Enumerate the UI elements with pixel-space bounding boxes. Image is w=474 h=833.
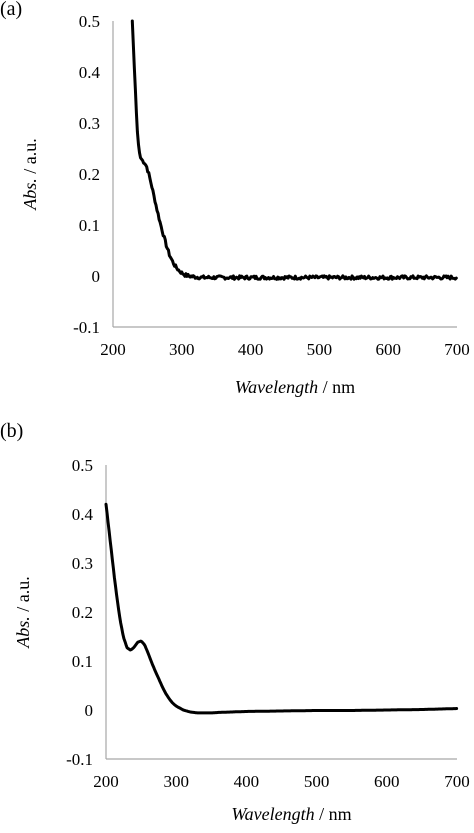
y-tick-label: 0: [92, 267, 101, 286]
x-tick-label: 400: [238, 340, 264, 359]
x-tick-label: 600: [374, 772, 400, 791]
x-axis-title: Wavelength / nm: [231, 804, 351, 824]
y-axis-title: Abs. / a.u.: [13, 576, 33, 649]
x-tick-label: 300: [163, 772, 189, 791]
y-tick-label: -0.1: [73, 318, 100, 337]
y-tick-label: 0.2: [79, 165, 100, 184]
absorbance-series-line: [130, 19, 458, 281]
x-tick-label: 200: [93, 772, 119, 791]
y-tick-label: 0.4: [79, 63, 101, 82]
y-tick-label: -0.1: [66, 750, 93, 769]
x-tick-label: 600: [375, 340, 401, 359]
y-axis-title: Abs. / a.u.: [20, 138, 40, 211]
y-tick-label: 0.4: [72, 505, 94, 524]
x-tick-label: 400: [234, 772, 260, 791]
panel-label: (a): [0, 0, 22, 20]
y-tick-label: 0.1: [79, 216, 100, 235]
y-tick-label: 0: [85, 701, 94, 720]
y-tick-label: 0.3: [72, 554, 93, 573]
absorbance-series-line: [104, 502, 459, 715]
x-axis-title: Wavelength / nm: [235, 377, 355, 397]
x-tick-label: 700: [444, 340, 470, 359]
x-tick-label: 500: [304, 772, 330, 791]
y-tick-label: 0.1: [72, 652, 93, 671]
y-tick-label: 0.2: [72, 603, 93, 622]
x-tick-label: 500: [307, 340, 333, 359]
x-tick-label: 300: [169, 340, 195, 359]
y-tick-label: 0.3: [79, 114, 100, 133]
panel-label: (b): [0, 420, 23, 442]
y-tick-label: 0.5: [72, 456, 93, 475]
y-tick-label: 0.5: [79, 12, 100, 31]
x-tick-label: 700: [444, 772, 470, 791]
x-tick-label: 200: [100, 340, 126, 359]
